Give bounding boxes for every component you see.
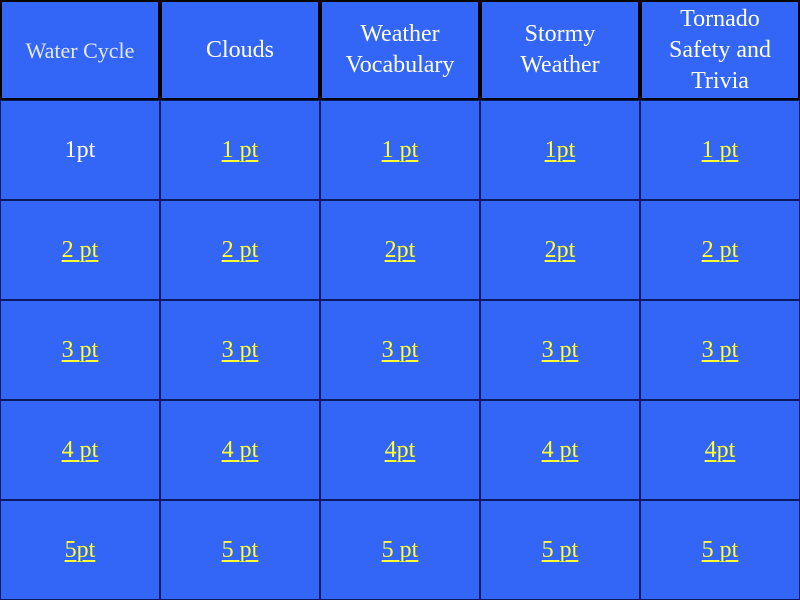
question-cell[interactable]: 1 pt xyxy=(640,100,800,200)
point-value-link[interactable]: 5pt xyxy=(64,536,96,563)
point-value-link[interactable]: 3 pt xyxy=(701,336,739,363)
question-cell[interactable]: 4 pt xyxy=(0,400,160,500)
question-cell[interactable]: 1pt xyxy=(480,100,640,200)
point-value-link[interactable]: 3 pt xyxy=(61,336,99,363)
question-cell[interactable]: 3 pt xyxy=(640,300,800,400)
question-cell[interactable]: 3 pt xyxy=(0,300,160,400)
point-value-link[interactable]: 1 pt xyxy=(221,136,259,163)
question-cell[interactable]: 1 pt xyxy=(320,100,480,200)
point-value-link[interactable]: 2 pt xyxy=(701,236,739,263)
point-value-link[interactable]: 4pt xyxy=(704,436,736,463)
point-value-link[interactable]: 4 pt xyxy=(61,436,99,463)
category-title: Weather Vocabulary xyxy=(345,21,455,78)
category-header: Weather Vocabulary xyxy=(320,0,480,100)
category-title: Clouds xyxy=(205,36,274,63)
question-cell[interactable]: 5 pt xyxy=(160,500,320,600)
point-value-link[interactable]: 3 pt xyxy=(381,336,419,363)
category-header: Stormy Weather xyxy=(480,0,640,100)
category-header: Tornado Safety and Trivia xyxy=(640,0,800,100)
question-cell[interactable]: 2 pt xyxy=(640,200,800,300)
question-cell[interactable]: 5pt xyxy=(0,500,160,600)
question-cell[interactable]: 2pt xyxy=(320,200,480,300)
question-cell[interactable]: 1pt xyxy=(0,100,160,200)
question-cell[interactable]: 4pt xyxy=(640,400,800,500)
category-title: Water Cycle xyxy=(25,37,135,63)
question-cell[interactable]: 2pt xyxy=(480,200,640,300)
question-cell[interactable]: 2 pt xyxy=(0,200,160,300)
point-value-link[interactable]: 4pt xyxy=(384,436,416,463)
question-cell[interactable]: 5 pt xyxy=(640,500,800,600)
question-cell[interactable]: 2 pt xyxy=(160,200,320,300)
point-value-link[interactable]: 5 pt xyxy=(381,536,419,563)
category-header: Water Cycle xyxy=(0,0,160,100)
point-value-link[interactable]: 3 pt xyxy=(221,336,259,363)
point-value-link[interactable]: 4 pt xyxy=(541,436,579,463)
question-cell[interactable]: 5 pt xyxy=(480,500,640,600)
point-value-link[interactable]: 2pt xyxy=(544,236,576,263)
question-cell[interactable]: 3 pt xyxy=(160,300,320,400)
question-cell[interactable]: 3 pt xyxy=(320,300,480,400)
category-title: Tornado Safety and Trivia xyxy=(669,5,771,94)
category-title: Stormy Weather xyxy=(520,21,600,78)
point-value-link[interactable]: 5 pt xyxy=(221,536,259,563)
question-cell[interactable]: 3 pt xyxy=(480,300,640,400)
point-value-link[interactable]: 2pt xyxy=(384,236,416,263)
question-cell[interactable]: 4 pt xyxy=(160,400,320,500)
point-value-link[interactable]: 2 pt xyxy=(221,236,259,263)
point-value-link[interactable]: 5 pt xyxy=(541,536,579,563)
point-value-link[interactable]: 2 pt xyxy=(61,236,99,263)
point-value-used: 1pt xyxy=(64,136,96,163)
question-cell[interactable]: 4 pt xyxy=(480,400,640,500)
point-value-link[interactable]: 4 pt xyxy=(221,436,259,463)
question-cell[interactable]: 4pt xyxy=(320,400,480,500)
point-value-link[interactable]: 3 pt xyxy=(541,336,579,363)
point-value-link[interactable]: 5 pt xyxy=(701,536,739,563)
point-value-link[interactable]: 1pt xyxy=(544,136,576,163)
question-cell[interactable]: 5 pt xyxy=(320,500,480,600)
category-header: Clouds xyxy=(160,0,320,100)
point-value-link[interactable]: 1 pt xyxy=(701,136,739,163)
point-value-link[interactable]: 1 pt xyxy=(381,136,419,163)
question-cell[interactable]: 1 pt xyxy=(160,100,320,200)
